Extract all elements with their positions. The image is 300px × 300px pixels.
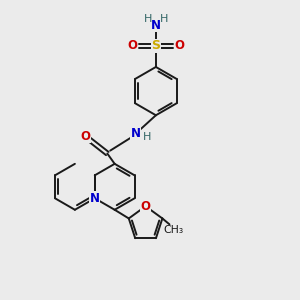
Text: N: N <box>90 192 100 205</box>
Text: O: O <box>141 200 151 213</box>
Text: N: N <box>131 127 141 140</box>
Text: H: H <box>160 14 168 24</box>
Text: N: N <box>151 19 161 32</box>
Text: S: S <box>152 39 160 52</box>
Text: H: H <box>143 132 151 142</box>
Text: H: H <box>144 14 152 24</box>
Text: O: O <box>80 130 90 143</box>
Text: O: O <box>174 39 184 52</box>
Text: CH₃: CH₃ <box>163 225 183 235</box>
Text: O: O <box>127 39 137 52</box>
